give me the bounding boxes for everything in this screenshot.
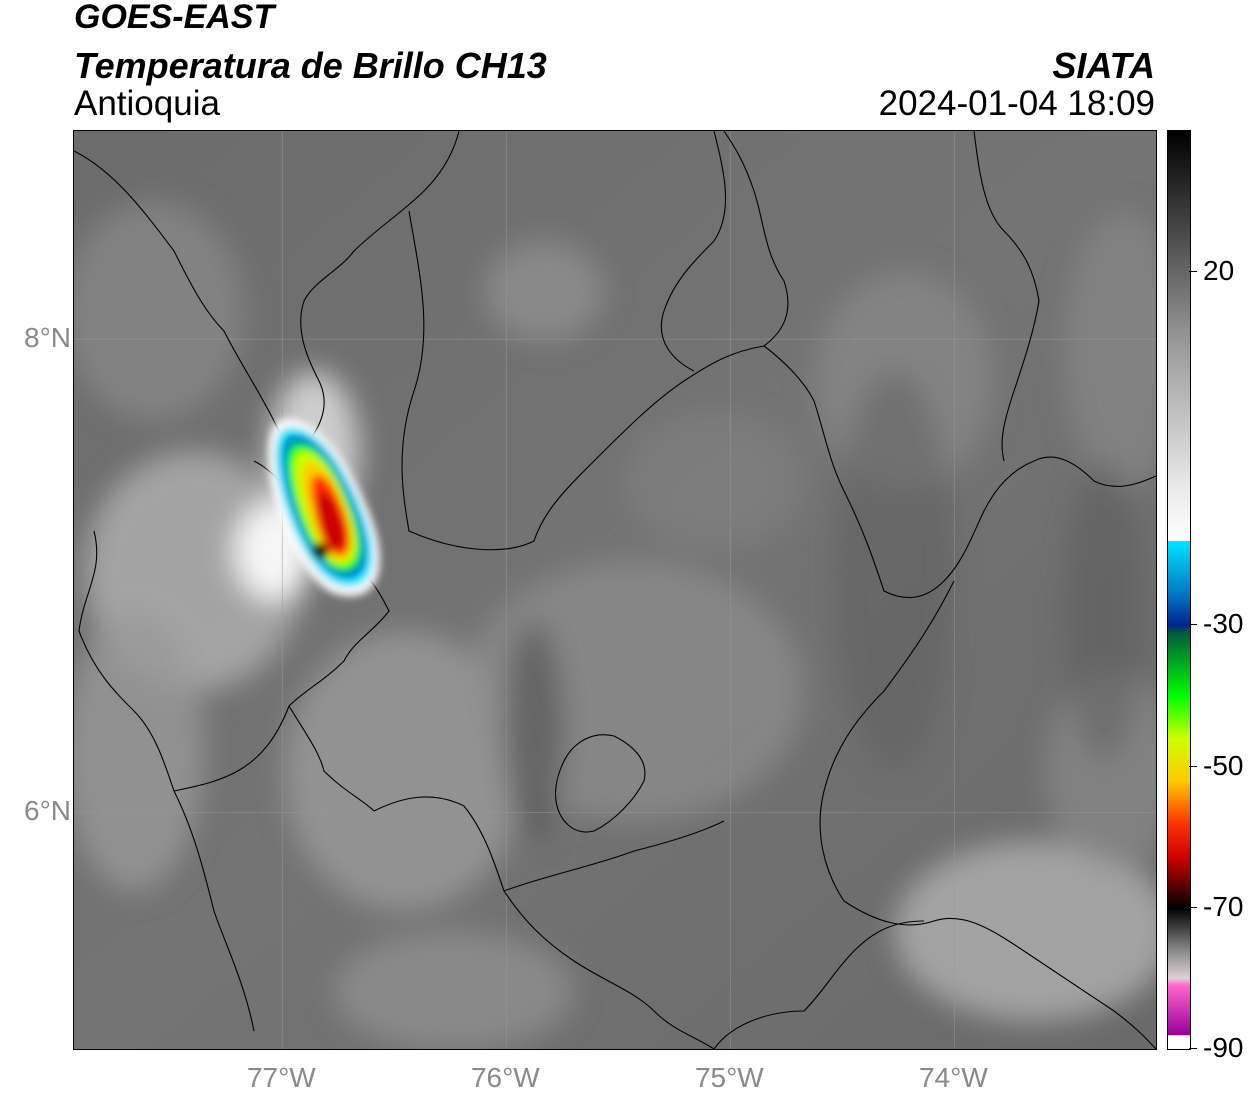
lon-tick-label-1: 76°W: [470, 1062, 540, 1093]
region-label: Antioquia: [74, 84, 220, 123]
colorbar-gradient: [1168, 131, 1190, 1049]
department-boundary-east: [763, 345, 1156, 599]
metro-area-boundary: [555, 734, 646, 833]
graticule: [74, 131, 1156, 1049]
brand-label: SIATA: [1052, 45, 1155, 86]
colorbar-tick-label-3: -70: [1203, 890, 1244, 922]
lat-tick-label-1: 6°N: [24, 795, 71, 827]
coastline-pacific: [78, 530, 255, 1032]
lon-tick-label-0: 77°W: [246, 1062, 316, 1093]
colorbar-tick-0: [1189, 271, 1197, 273]
lat-tick-label-0: 8°N: [24, 322, 71, 354]
colorbar-tick-label-2: -50: [1203, 749, 1244, 781]
municipal-boundary-b: [503, 820, 725, 892]
colorbar-tick-1: [1189, 624, 1197, 626]
colorbar-tick-label-1: -30: [1203, 608, 1244, 640]
colorbar-tick-label-4: -90: [1203, 1032, 1244, 1063]
department-boundary-southeast: [819, 580, 1156, 1049]
coastline-gulf-east: [300, 131, 460, 442]
datetime-label: 2024-01-04 18:09: [878, 84, 1155, 123]
municipal-boundary-a: [173, 705, 290, 792]
department-boundary-north: [401, 131, 789, 551]
colorbar-tick-4: [1189, 1048, 1197, 1049]
department-boundary-south: [713, 920, 925, 1049]
department-boundary-antioquia-north: [373, 796, 715, 1049]
lon-tick-label-3: 74°W: [918, 1062, 988, 1093]
department-boundary-far-east: [973, 131, 1040, 462]
satellite-title: GOES-EAST: [74, 0, 275, 36]
colorbar-tick-label-0: 20: [1203, 255, 1235, 287]
department-boundary-northeast: [660, 131, 727, 372]
boundaries: [74, 131, 1156, 1049]
colorbar: [1167, 130, 1191, 1050]
map-canvas: [74, 131, 1156, 1049]
colorbar-tick-3: [1189, 906, 1197, 908]
colorbar-tick-2: [1189, 765, 1197, 767]
lon-tick-label-2: 75°W: [694, 1062, 764, 1093]
product-title: Temperatura de Brillo CH13: [74, 45, 547, 86]
storm-cell: [268, 418, 380, 597]
satellite-map[interactable]: [73, 130, 1157, 1050]
